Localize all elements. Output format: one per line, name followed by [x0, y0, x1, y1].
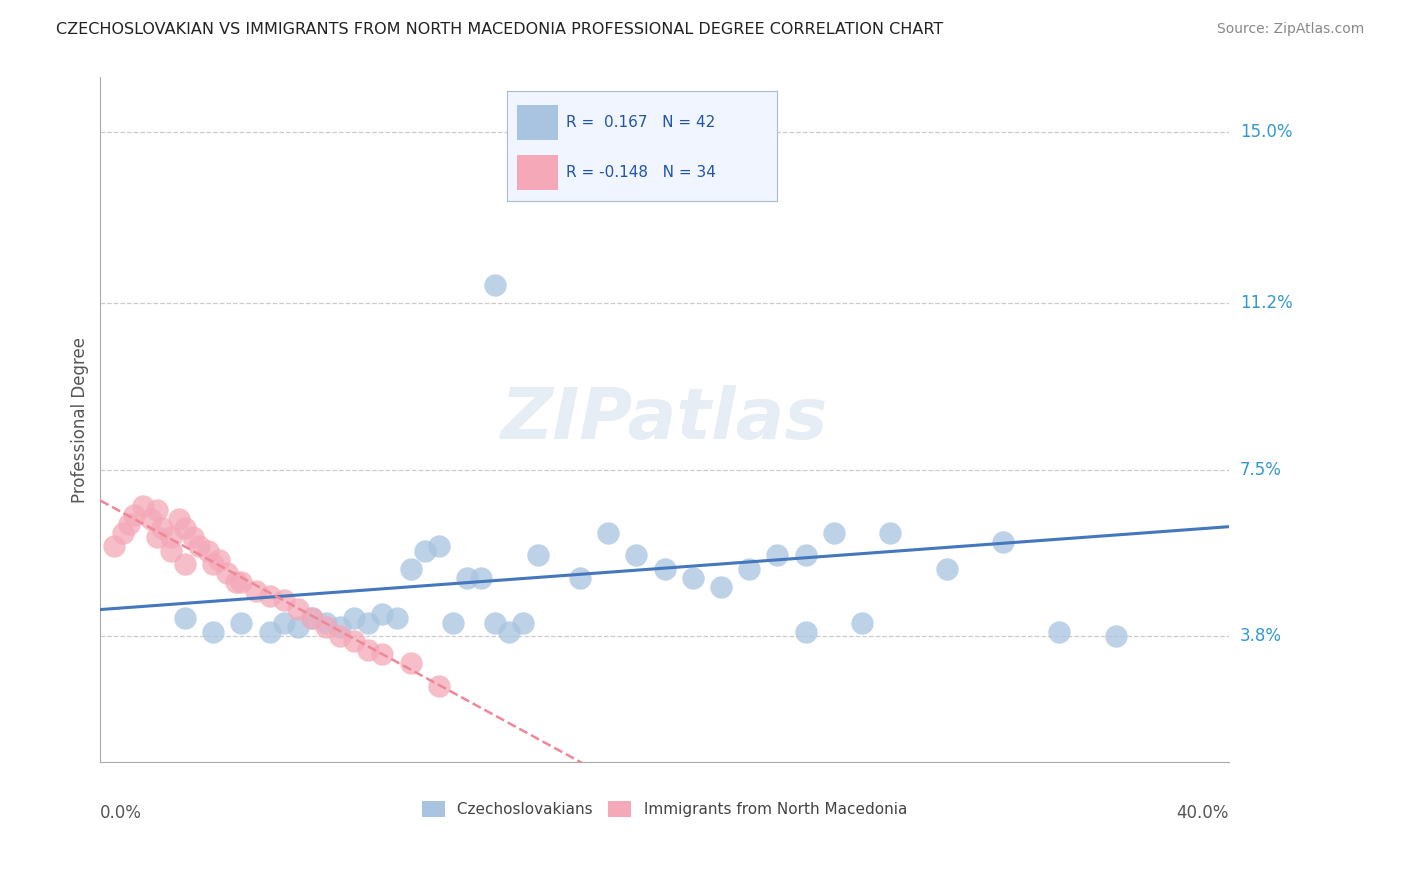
Point	[343, 633, 366, 648]
Point	[139, 512, 162, 526]
Point	[174, 521, 197, 535]
Point	[259, 589, 281, 603]
Point	[399, 562, 422, 576]
Point	[197, 543, 219, 558]
Point	[315, 620, 337, 634]
Point	[456, 571, 478, 585]
Point	[568, 571, 591, 585]
Point	[413, 543, 436, 558]
Point	[202, 624, 225, 639]
Point	[427, 679, 450, 693]
Point	[122, 508, 145, 522]
Text: 15.0%: 15.0%	[1240, 122, 1292, 141]
Text: CZECHOSLOVAKIAN VS IMMIGRANTS FROM NORTH MACEDONIA PROFESSIONAL DEGREE CORRELATI: CZECHOSLOVAKIAN VS IMMIGRANTS FROM NORTH…	[56, 22, 943, 37]
Point	[111, 525, 134, 540]
Text: 40.0%: 40.0%	[1177, 804, 1229, 822]
Point	[152, 521, 174, 535]
Point	[371, 607, 394, 621]
Point	[710, 134, 733, 148]
Point	[794, 548, 817, 562]
Point	[202, 557, 225, 571]
Point	[626, 548, 648, 562]
Point	[231, 615, 253, 630]
Point	[385, 611, 408, 625]
Point	[146, 503, 169, 517]
Point	[117, 516, 139, 531]
Point	[357, 615, 380, 630]
Point	[1049, 624, 1071, 639]
Point	[174, 611, 197, 625]
Text: 0.0%: 0.0%	[100, 804, 142, 822]
Point	[766, 548, 789, 562]
Point	[484, 615, 506, 630]
Text: ZIPatlas: ZIPatlas	[501, 385, 828, 454]
Point	[470, 571, 492, 585]
Text: Source: ZipAtlas.com: Source: ZipAtlas.com	[1216, 22, 1364, 37]
Point	[879, 525, 901, 540]
Point	[526, 548, 548, 562]
Point	[287, 620, 309, 634]
Text: 3.8%: 3.8%	[1240, 627, 1282, 645]
Point	[174, 557, 197, 571]
Point	[329, 629, 352, 643]
Point	[273, 615, 295, 630]
Point	[851, 615, 873, 630]
Point	[427, 539, 450, 553]
Point	[103, 539, 125, 553]
Point	[131, 499, 153, 513]
Point	[935, 562, 957, 576]
Point	[160, 530, 183, 544]
Point	[225, 575, 247, 590]
Point	[231, 575, 253, 590]
Point	[208, 552, 231, 566]
Point	[598, 525, 620, 540]
Point	[498, 624, 520, 639]
Point	[183, 530, 205, 544]
Text: 7.5%: 7.5%	[1240, 460, 1282, 478]
Point	[738, 562, 761, 576]
Point	[991, 534, 1014, 549]
Point	[794, 624, 817, 639]
Point	[169, 512, 191, 526]
Point	[1105, 629, 1128, 643]
Point	[710, 580, 733, 594]
Point	[315, 615, 337, 630]
Point	[512, 615, 534, 630]
Point	[399, 657, 422, 671]
Point	[441, 615, 464, 630]
Point	[484, 277, 506, 292]
Point	[188, 539, 211, 553]
Point	[301, 611, 323, 625]
Point	[343, 611, 366, 625]
Point	[146, 530, 169, 544]
Point	[329, 620, 352, 634]
Point	[301, 611, 323, 625]
Point	[682, 571, 704, 585]
Text: 11.2%: 11.2%	[1240, 293, 1292, 312]
Point	[654, 562, 676, 576]
Point	[160, 543, 183, 558]
Point	[259, 624, 281, 639]
Point	[371, 647, 394, 661]
Legend:  Czechoslovakians,  Immigrants from North Macedonia: Czechoslovakians, Immigrants from North …	[416, 795, 914, 823]
Point	[287, 602, 309, 616]
Y-axis label: Professional Degree: Professional Degree	[72, 337, 89, 503]
Point	[273, 593, 295, 607]
Point	[823, 525, 845, 540]
Point	[245, 584, 267, 599]
Point	[217, 566, 239, 581]
Point	[357, 642, 380, 657]
